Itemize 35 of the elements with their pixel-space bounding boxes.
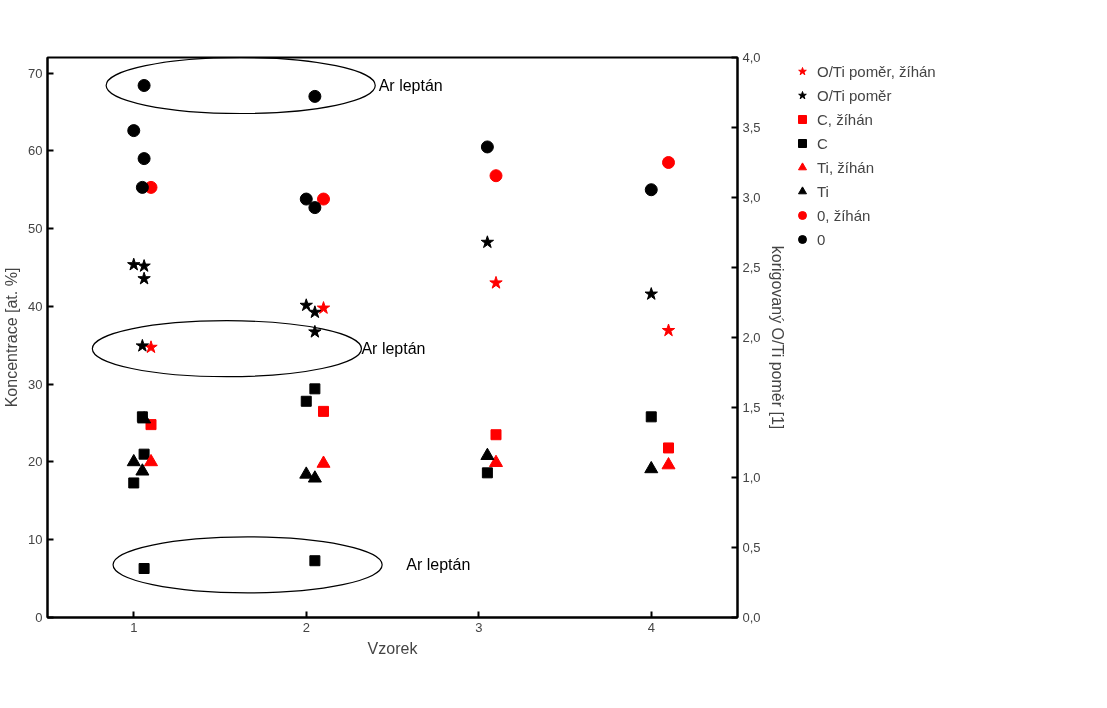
y-tick-label: 10 (28, 532, 43, 548)
y2-tick-label: 1,0 (742, 470, 761, 485)
y2-tick-label: 2,5 (742, 260, 761, 275)
y2-tick-label: 4,0 (742, 50, 761, 65)
y2-axis-title: korigovaný O/Ti poměr [1] (768, 245, 786, 430)
legend-label: Ti, žíhán (817, 158, 874, 176)
y-tick-label: 50 (28, 221, 43, 237)
y-tick-label: 30 (28, 376, 43, 392)
y-tick-label: 40 (28, 298, 43, 314)
legend-label: 0, žíhán (817, 206, 871, 224)
y2-tick-label: 3,5 (742, 120, 761, 135)
legend-label: O/Ti poměr, žíhán (817, 62, 936, 80)
annotation: Ar leptán (361, 340, 426, 358)
legend-label: C, žíhán (817, 110, 873, 128)
x-axis-title: Vzorek (367, 639, 419, 657)
y2-tick-label: 0,5 (742, 540, 761, 555)
y-axis-title: Koncentrace [at. %] (3, 267, 21, 408)
annotation: Ar leptán (378, 77, 443, 94)
y2-tick-label: 2,0 (742, 330, 761, 345)
y-tick-label: 60 (28, 143, 43, 159)
y2-tick-label: 3,0 (742, 190, 761, 205)
y-tick-label: 20 (28, 454, 43, 470)
x-tick-label: 2 (302, 619, 310, 635)
legend-label: Ti (817, 182, 830, 200)
legend-label: C (817, 134, 829, 152)
legend-label: O/Ti poměr (817, 86, 892, 104)
x-tick-label: 4 (647, 619, 655, 635)
legend-label: 0 (817, 230, 827, 248)
y2-tick-label: 1,5 (742, 400, 761, 415)
y-tick-label: 0 (35, 610, 43, 625)
annotation: Ar leptán (406, 556, 471, 574)
x-tick-label: 1 (130, 619, 138, 635)
y2-tick-label: 0,0 (742, 610, 761, 625)
y-tick-label: 70 (28, 65, 43, 81)
x-tick-label: 3 (475, 619, 483, 635)
